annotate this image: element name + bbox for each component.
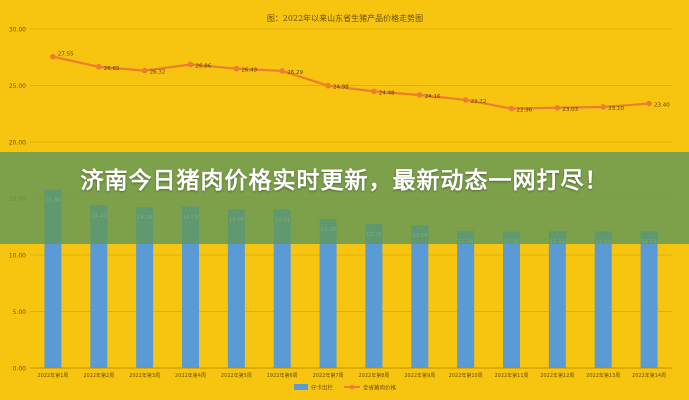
line-value-label: 26.32 [150, 70, 166, 76]
line-point [95, 64, 102, 70]
bar [319, 218, 337, 368]
line-value-label: 23.03 [562, 107, 578, 113]
x-tick-label: 2022年第8周 [358, 372, 389, 379]
bar [182, 206, 199, 368]
line-point [371, 88, 377, 95]
line-point [141, 67, 148, 74]
line-point [646, 100, 652, 107]
line-point [554, 104, 561, 111]
headline-text: 济南今日猪肉价格实时更新，最新动态一网打尽！ [80, 168, 609, 194]
headline-banner [0, 152, 689, 244]
legend-label-bars: 仔卡出栏 [311, 384, 334, 392]
x-tick-label: 2022年第3周 [129, 372, 160, 379]
x-tick-label: 2022年第14周 [632, 372, 666, 379]
line-value-label: 23.10 [608, 106, 624, 112]
x-tick-label: 2022年第1周 [37, 372, 68, 379]
x-tick-label: 2022年第12周 [540, 372, 574, 379]
bar [365, 223, 383, 368]
line-point [50, 53, 56, 60]
y-tick-label: 10.00 [9, 253, 26, 260]
x-tick-label: 2022年第4周 [175, 372, 206, 379]
x-tick-label: 2022年第7周 [313, 372, 344, 379]
line-value-label: 22.96 [517, 108, 533, 114]
y-tick-label: 20.00 [9, 140, 26, 147]
x-tick-label: 2022年第9周 [404, 372, 435, 379]
line-point [600, 104, 607, 110]
line-value-label: 23.72 [471, 99, 487, 105]
legend-label-line: 全省猪肉价格 [363, 384, 397, 392]
line-point [462, 97, 469, 103]
line-value-label: 27.55 [58, 52, 74, 58]
bar [411, 224, 429, 368]
y-tick-label: 0.00 [13, 366, 27, 373]
legend-marker-line [349, 384, 355, 390]
line-value-label: 26.86 [196, 63, 212, 69]
line-value-label: 26.49 [241, 68, 257, 74]
bar [136, 206, 154, 368]
bar [594, 231, 612, 368]
line-point [187, 61, 194, 68]
y-tick-label: 5.00 [13, 309, 27, 316]
line-point [416, 92, 423, 98]
y-tick-label: 25.00 [9, 83, 26, 90]
line-value-label: 24.16 [425, 94, 441, 100]
x-tick-label: 2022年第13周 [586, 372, 620, 379]
bar [503, 231, 520, 368]
x-tick-label: 2022年第2周 [83, 372, 114, 379]
line-point [508, 105, 515, 112]
x-tick-label: 2022年第11周 [494, 372, 528, 379]
line-point [325, 82, 331, 89]
line-point [279, 68, 286, 74]
legend-swatch-bars [294, 384, 308, 390]
x-tick-label: 2022年第5周 [221, 372, 252, 379]
x-tick-label: 1922年第6周 [267, 372, 298, 379]
line-value-label: 24.48 [379, 90, 395, 96]
line-value-label: 23.40 [654, 103, 670, 109]
price-line [52, 55, 650, 110]
bar [227, 209, 245, 368]
bar [640, 231, 658, 368]
line-value-label: 26.65 [104, 66, 120, 72]
bar [548, 231, 566, 368]
bar [457, 230, 475, 368]
line-point [233, 65, 240, 72]
bar [273, 209, 291, 368]
line-value-label: 24.98 [333, 85, 349, 91]
y-tick-label: 30.00 [9, 27, 26, 34]
line-value-label: 26.29 [287, 70, 303, 76]
bar [90, 205, 108, 368]
chart-title: 图：2022年以来山东省生猪产品价格走势图 [267, 13, 423, 23]
x-tick-label: 2022年第10周 [449, 372, 483, 379]
